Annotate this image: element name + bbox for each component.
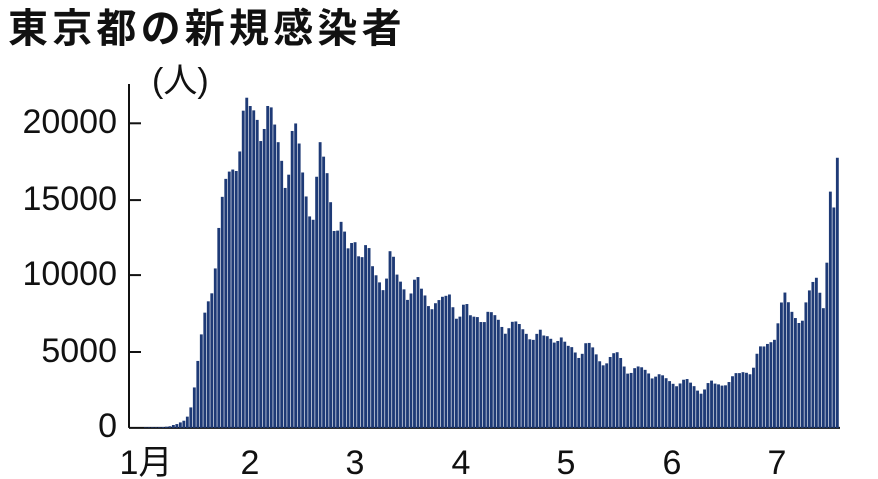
svg-text:6: 6: [663, 444, 682, 479]
svg-text:(人): (人): [152, 62, 209, 100]
svg-text:10000: 10000: [22, 255, 117, 293]
svg-text:20000: 20000: [22, 103, 117, 141]
svg-text:1月: 1月: [120, 444, 173, 479]
svg-text:15000: 15000: [22, 180, 117, 218]
svg-text:4: 4: [452, 444, 471, 479]
svg-text:5000: 5000: [41, 332, 117, 370]
svg-text:2: 2: [241, 444, 260, 479]
svg-text:3: 3: [346, 444, 365, 479]
svg-text:5: 5: [557, 444, 576, 479]
svg-text:0: 0: [98, 407, 117, 445]
svg-text:7: 7: [768, 444, 787, 479]
